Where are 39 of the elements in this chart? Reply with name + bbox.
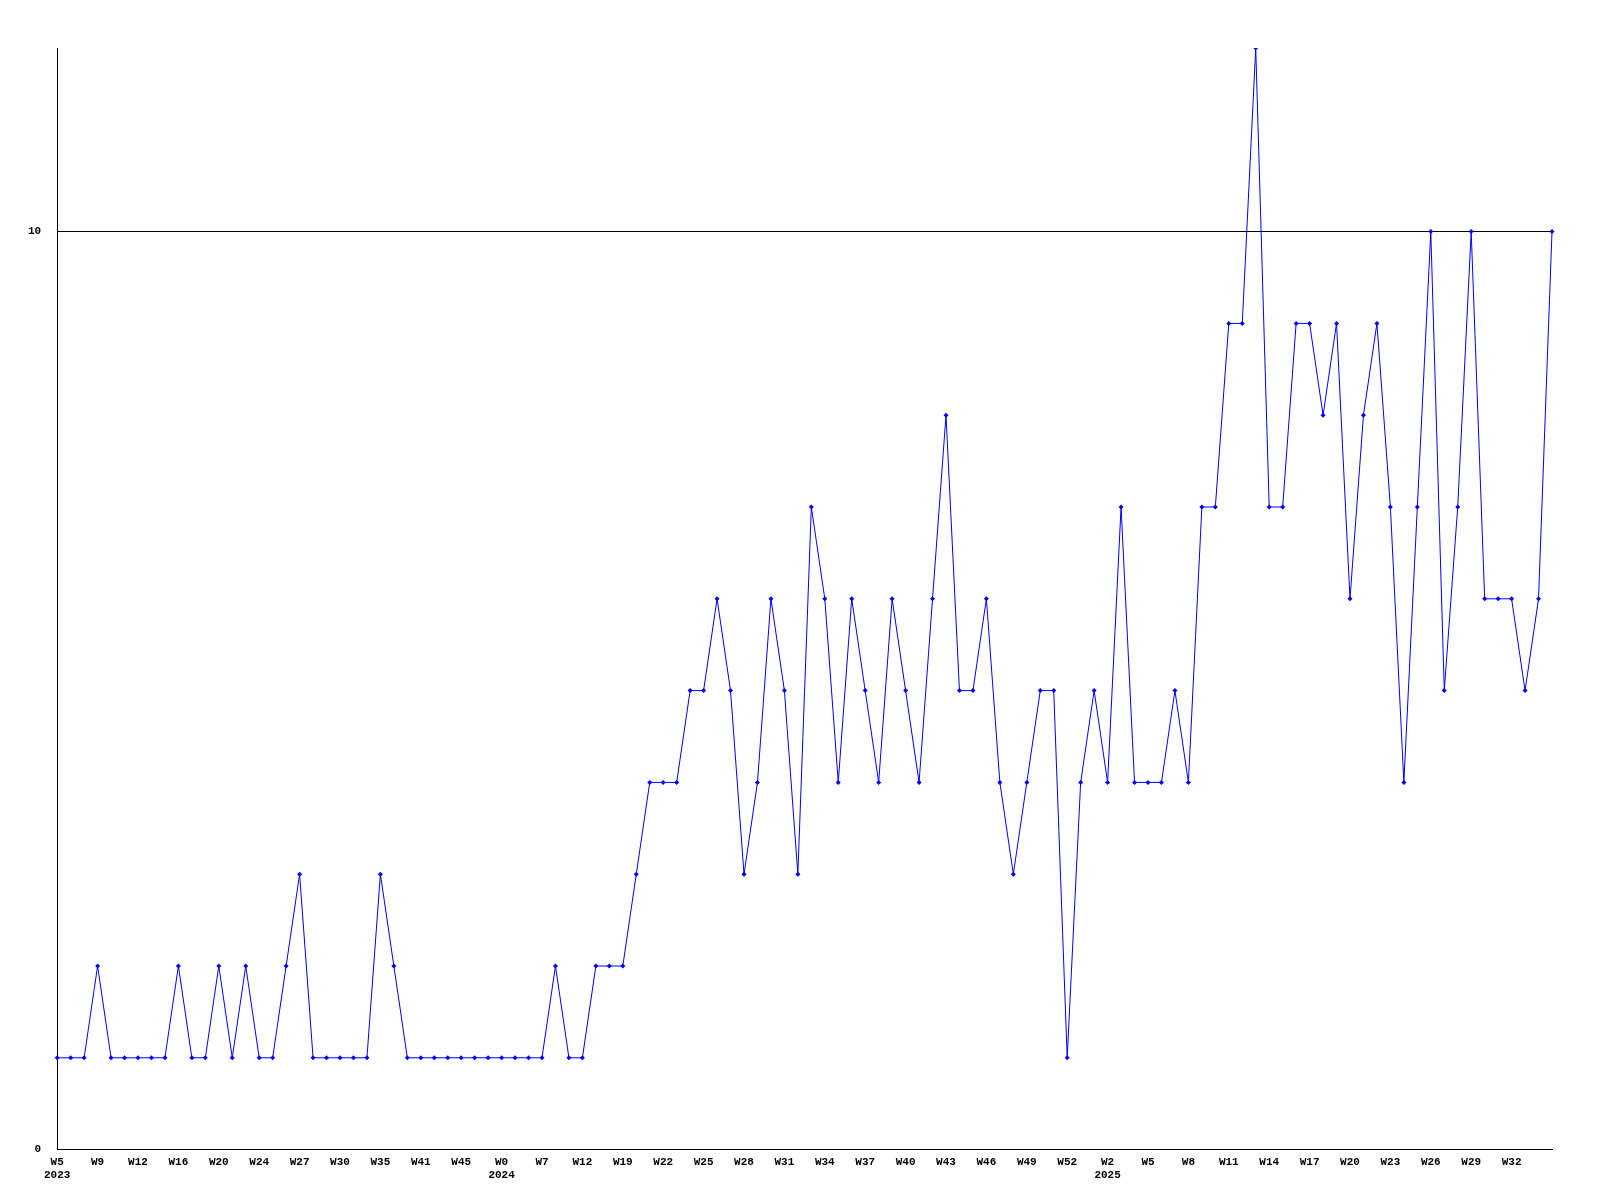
x-tick-label: W52 [1057, 1155, 1078, 1168]
x-tick-label: W12 [128, 1155, 148, 1168]
x-tick-label: W30 [330, 1155, 350, 1168]
x-tick-label: W27 [289, 1155, 310, 1168]
x-tick-label: W7 [535, 1155, 549, 1168]
x-tick-label: W46 [976, 1155, 997, 1168]
x-tick-label: W0 2024 [488, 1155, 516, 1182]
y-tick-label: 0 [34, 1143, 42, 1156]
x-tick-label: W37 [855, 1155, 876, 1168]
x-tick-label: W43 [936, 1155, 957, 1168]
x-tick-label: W5 [1141, 1155, 1155, 1168]
x-tick-label: W2 2025 [1094, 1155, 1122, 1182]
x-tick-label: W31 [774, 1155, 795, 1168]
x-tick-label: W9 [91, 1155, 105, 1168]
x-tick-label: W41 [410, 1155, 432, 1168]
x-tick-label: W26 [1420, 1155, 1441, 1168]
x-tick-label: W22 [653, 1155, 674, 1168]
x-tick-label: W32 [1501, 1155, 1522, 1168]
x-tick-label: W35 [370, 1155, 391, 1168]
x-tick-label: W25 [693, 1155, 714, 1168]
x-tick-label: W29 [1461, 1155, 1482, 1168]
x-tick-label: W20 [1340, 1155, 1360, 1168]
x-tick-label: W5 2023 [44, 1155, 71, 1182]
x-tick-label: W12 [572, 1155, 593, 1168]
x-tick-label: W16 [168, 1155, 189, 1168]
x-tick-label: W8 [1181, 1155, 1196, 1168]
y-tick-label: 10 [28, 225, 42, 238]
x-tick-label: W17 [1299, 1155, 1320, 1168]
x-tick-label: W28 [734, 1155, 755, 1168]
x-tick-label: W24 [249, 1155, 270, 1168]
x-tick-label: W20 [208, 1155, 229, 1168]
x-tick-label: W34 [814, 1155, 836, 1168]
x-tick-label: W19 [612, 1155, 633, 1168]
x-tick-label: W49 [1016, 1155, 1037, 1168]
x-tick-label: W14 [1259, 1155, 1280, 1168]
x-tick-label: W23 [1380, 1155, 1401, 1168]
x-tick-label: W11 [1218, 1155, 1240, 1168]
x-tick-label: W40 [895, 1155, 916, 1168]
x-tick-label: W45 [451, 1155, 472, 1168]
